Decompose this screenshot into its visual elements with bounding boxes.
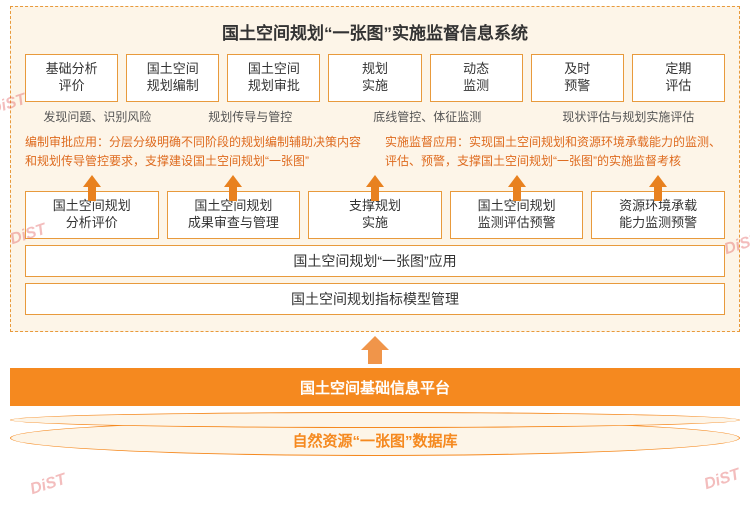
watermark: DiST bbox=[28, 471, 68, 499]
top-box-3: 规划实施 bbox=[328, 54, 421, 102]
arrows-row bbox=[25, 175, 725, 187]
watermark: DiST bbox=[702, 466, 742, 494]
sub-labels-row: 发现问题、识别风险 规划传导与管控 底线管控、体征监测 现状评估与规划实施评估 bbox=[25, 108, 725, 125]
top-box-1: 国土空间规划编制 bbox=[126, 54, 219, 102]
sub-0: 发现问题、识别风险 bbox=[25, 108, 170, 125]
arrow-up-icon bbox=[508, 175, 526, 187]
description-row: 编制审批应用：分层分级明确不同阶段的规划编制辅助决策内容和规划传导管控要求，支撑… bbox=[25, 133, 725, 171]
arrow-up-icon bbox=[83, 175, 101, 187]
wide-box-1: 国土空间规划“一张图”应用 bbox=[25, 245, 725, 277]
desc-left: 编制审批应用：分层分级明确不同阶段的规划编制辅助决策内容和规划传导管控要求，支撑… bbox=[25, 133, 365, 171]
platform-bar: 国土空间基础信息平台 bbox=[10, 368, 740, 406]
desc-right: 实施监督应用：实现国土空间规划和资源环境承载能力的监测、评估、预警，支撑国土空间… bbox=[385, 133, 725, 171]
top-boxes-row: 基础分析评价 国土空间规划编制 国土空间规划审批 规划实施 动态监测 及时预警 … bbox=[25, 54, 725, 102]
database-cylinder: 自然资源“一张图”数据库 bbox=[10, 412, 740, 460]
main-container: 国土空间规划“一张图”实施监督信息系统 基础分析评价 国土空间规划编制 国土空间… bbox=[10, 6, 740, 332]
sub-3: 现状评估与规划实施评估 bbox=[532, 108, 725, 125]
wide-box-2: 国土空间规划指标模型管理 bbox=[25, 283, 725, 315]
sub-2: 底线管控、体征监测 bbox=[331, 108, 524, 125]
arrow-up-icon bbox=[224, 175, 242, 187]
diagram-title: 国土空间规划“一张图”实施监督信息系统 bbox=[25, 19, 725, 44]
top-box-6: 定期评估 bbox=[632, 54, 725, 102]
top-box-0: 基础分析评价 bbox=[25, 54, 118, 102]
top-box-2: 国土空间规划审批 bbox=[227, 54, 320, 102]
top-box-5: 及时预警 bbox=[531, 54, 624, 102]
arrow-up-icon bbox=[366, 175, 384, 187]
big-arrow-icon bbox=[360, 336, 390, 362]
database-label: 自然资源“一张图”数据库 bbox=[10, 430, 740, 451]
top-box-4: 动态监测 bbox=[430, 54, 523, 102]
arrow-up-icon bbox=[649, 175, 667, 187]
sub-1: 规划传导与管控 bbox=[178, 108, 323, 125]
